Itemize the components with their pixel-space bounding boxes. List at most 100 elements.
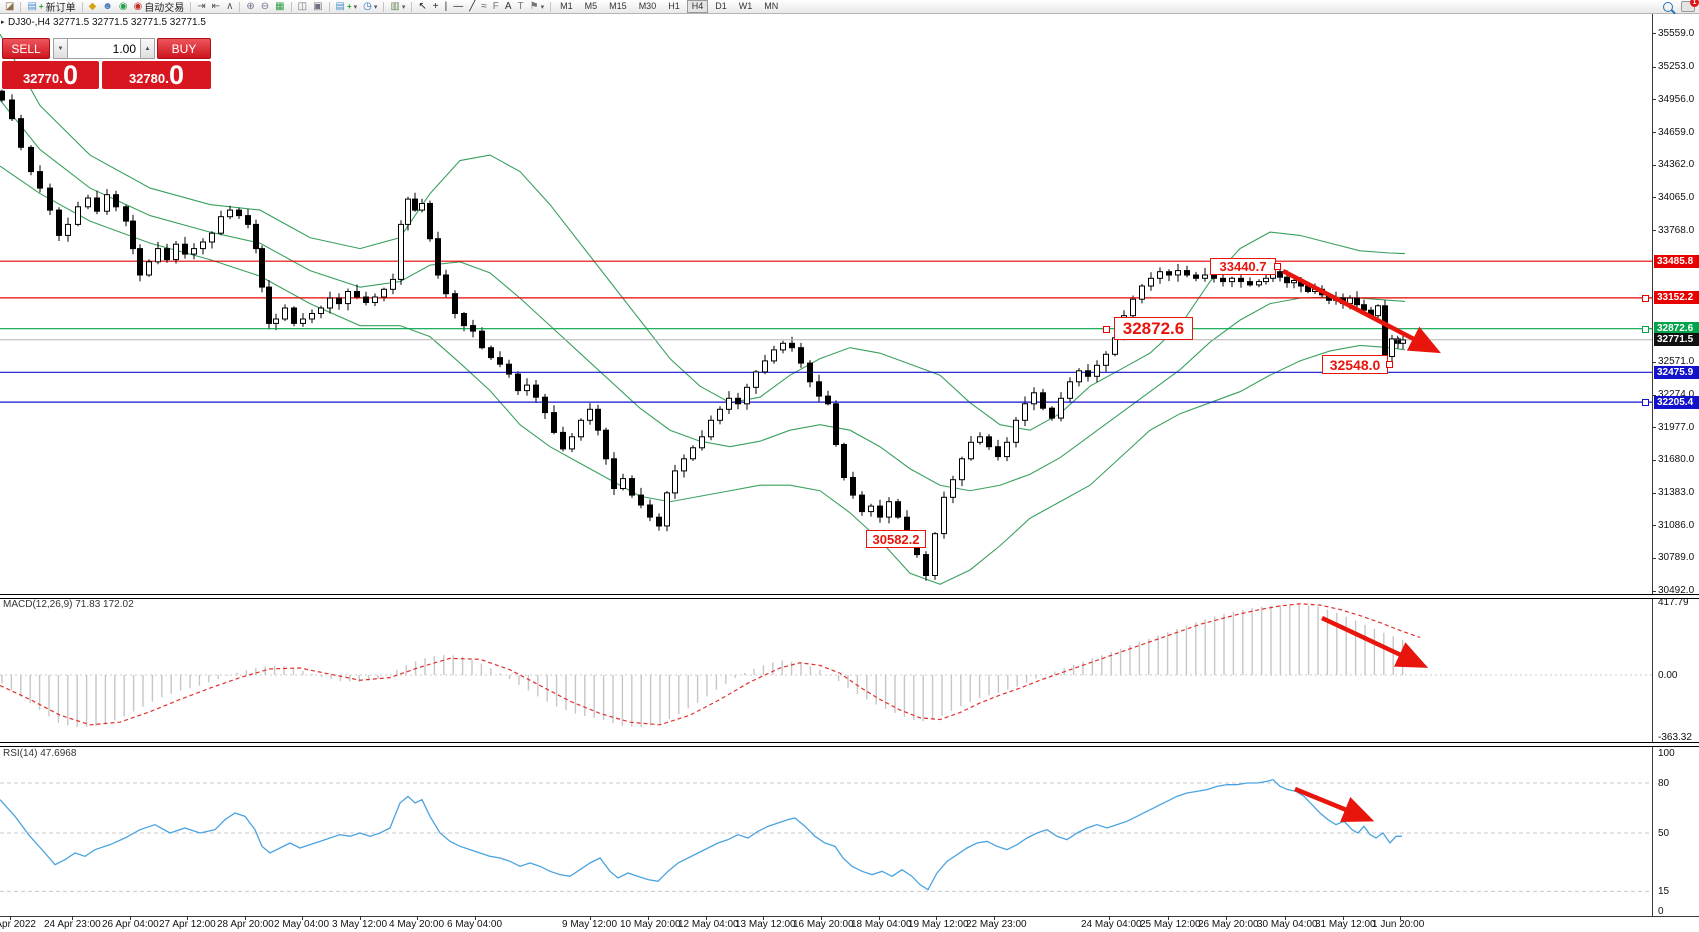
chevron-down-icon[interactable]: ▾ <box>353 3 358 11</box>
buy-price[interactable]: 32780 . 0 <box>102 61 211 89</box>
green-level-label[interactable]: 32872.6 <box>1114 317 1193 340</box>
price-tick-label: 34362.0 <box>1658 159 1695 171</box>
time-tick-mark <box>1109 916 1110 920</box>
broadcast-icon[interactable]: ◉ <box>116 1 131 13</box>
time-tick-mark <box>72 916 73 920</box>
price-tick-mark <box>1652 67 1656 68</box>
price-tick-label: 34065.0 <box>1658 191 1695 203</box>
new-chart-icon[interactable]: ▤ + ▾ <box>333 1 361 13</box>
new-order-button[interactable]: ▤ + 新订单 <box>24 1 78 14</box>
timeframe-mn[interactable]: MN <box>764 1 779 11</box>
toolbar-separator <box>190 1 192 12</box>
timeframe-m5[interactable]: M5 <box>584 1 598 11</box>
time-tick-mark <box>1285 916 1286 920</box>
sell-button[interactable]: SELL <box>2 38 50 59</box>
new-order-button: ▤ <box>27 1 37 12</box>
timeframe-h4[interactable]: H4 <box>686 0 709 13</box>
chevron-down-icon[interactable]: ▾ <box>373 3 378 11</box>
window-tile-icon[interactable]: ▣ <box>310 1 325 13</box>
price-chart-canvas[interactable] <box>0 14 1652 595</box>
text-icon[interactable]: A <box>502 1 515 13</box>
panel-separator[interactable] <box>0 594 1699 599</box>
time-tick-mark <box>994 916 995 920</box>
time-axis-label: 25 May 12:00 <box>1140 919 1201 930</box>
time-tick-mark <box>648 916 649 920</box>
rsi-axis-label: 50 <box>1658 827 1670 839</box>
time-tick-mark <box>187 916 188 920</box>
price-tick-mark <box>1652 493 1656 494</box>
cursor-icon[interactable]: ↖ <box>415 1 429 13</box>
sell-price[interactable]: 32770 . 0 <box>2 61 99 89</box>
buy-price-dot: . <box>165 70 169 86</box>
timeframe-m15[interactable]: M15 <box>609 1 627 11</box>
notifications-icon[interactable]: 1 <box>1681 0 1699 12</box>
chart-mode-icon[interactable]: ∧ <box>223 1 236 13</box>
volume-increase-button[interactable]: ▲ <box>141 38 155 59</box>
chevron-down-icon[interactable]: ▾ <box>540 3 545 11</box>
toolbar-separator <box>550 1 552 12</box>
timeframe-w1[interactable]: W1 <box>738 1 753 11</box>
time-axis-label: 30 May 04:00 <box>1257 919 1318 930</box>
horizontal-line-icon[interactable]: — <box>450 1 466 13</box>
panel-separator[interactable] <box>0 742 1699 747</box>
time-tick-mark <box>475 916 476 920</box>
volume-decrease-button[interactable]: ▼ <box>53 38 67 59</box>
crosshair-icon[interactable]: + <box>430 1 442 13</box>
notification-badge: 1 <box>1690 0 1699 7</box>
chart-type-icon[interactable]: ▥ ▾ <box>387 1 408 13</box>
macd-chart-canvas[interactable] <box>0 597 1652 742</box>
new-chart-icon: ▤ <box>335 1 345 12</box>
peak-label[interactable]: 33440.7 <box>1210 258 1276 275</box>
price-tag-32872.6: 32872.6 <box>1654 322 1699 336</box>
major-low-label[interactable]: 30582.2 <box>866 530 926 548</box>
trendline-icon[interactable]: ╱ <box>466 1 478 13</box>
toolbar-separator <box>20 1 22 12</box>
period-clock-icon[interactable]: ◷ ▾ <box>360 1 380 13</box>
price-axis-line <box>1652 14 1653 916</box>
chart-window-icon: ◪ <box>5 1 15 12</box>
zoom-in-icon[interactable]: ⊕ <box>243 1 257 13</box>
zoom-out-icon[interactable]: ⊖ <box>258 1 272 13</box>
time-tick-mark <box>1343 916 1344 920</box>
time-axis-label: 27 Apr 12:00 <box>159 919 216 930</box>
timeframe-h1[interactable]: H1 <box>668 1 680 11</box>
timeframe-m30[interactable]: M30 <box>638 1 657 11</box>
selection-handle[interactable] <box>1642 399 1649 407</box>
chart-shift-icon[interactable]: ⇤ <box>209 1 223 13</box>
community-icon[interactable]: ☻ <box>99 1 116 13</box>
autoscroll-icon: ⇥ <box>197 1 206 12</box>
price-tick-label: 35559.0 <box>1658 27 1695 39</box>
time-axis-label: 2 May 04:00 <box>274 919 330 930</box>
channel-icon[interactable]: ≈ <box>478 1 490 13</box>
label-icon[interactable]: T <box>515 1 527 13</box>
timeframe-d1[interactable]: D1 <box>715 1 727 11</box>
window-cascade-icon[interactable]: ◫ <box>295 1 310 13</box>
rsi-chart-canvas[interactable] <box>0 746 1652 915</box>
time-axis-label: 28 Apr 20:00 <box>217 919 274 930</box>
history-center-icon[interactable]: ◆ <box>86 1 100 13</box>
selection-handle[interactable] <box>1386 361 1393 369</box>
selection-handle[interactable] <box>1274 263 1281 271</box>
trendline-icon: ╱ <box>469 1 476 12</box>
volume-input[interactable] <box>67 38 141 59</box>
vertical-line-icon[interactable]: | <box>442 1 451 13</box>
channel-icon: ≈ <box>481 1 487 12</box>
selection-handle[interactable] <box>1642 325 1649 333</box>
history-center-icon: ◆ <box>88 1 97 12</box>
chevron-down-icon[interactable]: ▾ <box>401 3 406 11</box>
shapes-icon[interactable]: ⚑ ▾ <box>527 1 547 13</box>
swing-low-label[interactable]: 32548.0 <box>1322 355 1388 374</box>
autoscroll-icon[interactable]: ⇥ <box>194 1 208 13</box>
time-axis-label: 24 May 04:00 <box>1081 919 1142 930</box>
price-tick-label: 31680.0 <box>1658 454 1695 466</box>
autotrading-button[interactable]: ◉ 自动交易 <box>131 1 188 14</box>
timeframe-m1[interactable]: M1 <box>560 1 573 11</box>
selection-handle[interactable] <box>1103 325 1110 333</box>
buy-button[interactable]: BUY <box>157 38 211 59</box>
selection-handle[interactable] <box>1642 294 1649 302</box>
search-icon[interactable] <box>1663 1 1673 12</box>
chart-window-icon[interactable]: ◪ <box>2 1 17 13</box>
tile-windows-icon[interactable]: ▦ <box>272 1 287 13</box>
macd-axis-label: -363.32 <box>1658 731 1692 743</box>
fibonacci-icon[interactable]: F <box>490 1 502 13</box>
